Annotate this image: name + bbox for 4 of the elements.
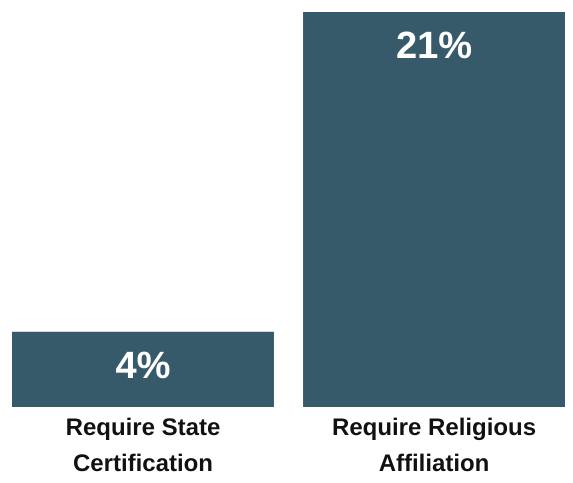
x-tick-label: Require Religious Affiliation: [332, 414, 536, 477]
data-label: 4%: [116, 344, 170, 387]
data-label: 21%: [396, 25, 472, 67]
x-tick-label: Require State Certification: [66, 414, 220, 477]
